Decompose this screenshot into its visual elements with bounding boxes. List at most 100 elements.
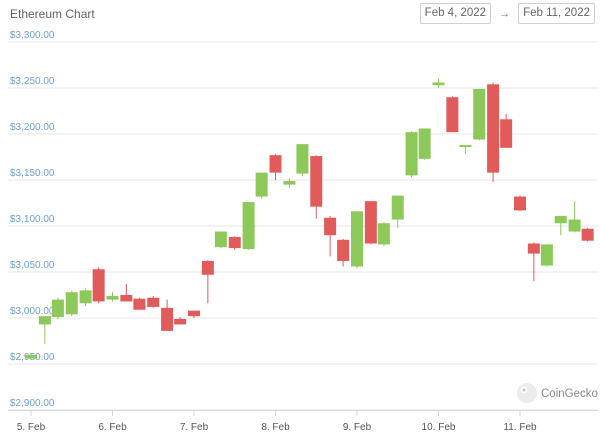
candle-up[interactable] <box>106 292 119 302</box>
candle-up[interactable] <box>38 316 51 344</box>
y-tick-label: $3,050.00 <box>10 260 55 271</box>
candle-down[interactable] <box>500 113 513 148</box>
candle-body <box>324 217 337 236</box>
y-axis: $2,900.00$2,950.00$3,000.00$3,050.00$3,1… <box>10 30 55 409</box>
candle-body <box>377 223 390 245</box>
candle-up[interactable] <box>79 288 92 307</box>
y-tick-label: $2,900.00 <box>10 398 55 409</box>
candle-body <box>432 82 445 86</box>
candle-body <box>255 172 268 197</box>
candle-up[interactable] <box>255 172 268 199</box>
candle-body <box>92 269 105 302</box>
candle-down[interactable] <box>514 195 526 212</box>
candle-body <box>514 196 526 211</box>
candle-up[interactable] <box>51 297 64 319</box>
candle-up[interactable] <box>351 211 363 269</box>
candle-body <box>487 84 500 173</box>
y-tick-label: $3,300.00 <box>10 30 55 41</box>
candle-up[interactable] <box>473 88 486 141</box>
candle-up[interactable] <box>391 195 404 228</box>
x-tick-label: 7. Feb <box>180 422 209 433</box>
candles <box>25 78 594 359</box>
candle-body <box>568 219 581 232</box>
candle-down[interactable] <box>527 242 540 282</box>
candle-down[interactable] <box>487 82 500 182</box>
candle-down[interactable] <box>324 215 337 257</box>
candle-up[interactable] <box>418 128 431 160</box>
candle-up[interactable] <box>25 352 37 359</box>
candle-down[interactable] <box>446 96 459 133</box>
candle-body <box>446 97 459 133</box>
y-tick-label: $3,100.00 <box>10 214 55 225</box>
candle-down[interactable] <box>269 154 282 180</box>
candle-body <box>228 237 241 249</box>
y-tick-label: $3,000.00 <box>10 306 55 317</box>
candle-up[interactable] <box>296 144 309 177</box>
candle-body <box>296 144 309 174</box>
candle-up[interactable] <box>432 78 445 88</box>
candle-body <box>405 132 418 176</box>
candle-up[interactable] <box>540 244 553 267</box>
x-tick-label: 9. Feb <box>343 422 372 433</box>
date-range-picker: Feb 4, 2022 → Feb 11, 2022 <box>419 3 595 24</box>
date-to-field[interactable]: Feb 11, 2022 <box>518 3 595 24</box>
candle-up[interactable] <box>405 131 418 178</box>
candle-body <box>242 202 255 249</box>
x-tick-label: 10. Feb <box>422 422 456 433</box>
candle-body <box>459 145 472 148</box>
candle-down[interactable] <box>161 299 174 331</box>
coingecko-logo-icon <box>517 383 537 403</box>
candle-body <box>540 244 553 266</box>
candle-body <box>147 297 160 307</box>
candle-body <box>473 88 486 140</box>
candle-body <box>214 231 227 248</box>
candle-body <box>201 260 214 275</box>
candle-up[interactable] <box>214 231 227 249</box>
candle-up[interactable] <box>242 202 255 250</box>
date-from-field[interactable]: Feb 4, 2022 <box>419 3 492 24</box>
candle-up[interactable] <box>459 145 472 155</box>
candle-up[interactable] <box>568 201 581 233</box>
coingecko-watermark: CoinGecko <box>517 383 598 403</box>
candle-body <box>106 295 119 300</box>
candle-down[interactable] <box>581 227 594 242</box>
chart-title: Ethereum Chart <box>10 7 95 21</box>
candle-body <box>418 128 431 159</box>
candle-down[interactable] <box>188 310 200 318</box>
y-tick-label: $3,150.00 <box>10 168 55 179</box>
candle-body <box>527 243 540 254</box>
x-tick-label: 6. Feb <box>98 422 127 433</box>
candle-up[interactable] <box>65 290 78 317</box>
candle-body <box>188 310 200 317</box>
candle-up[interactable] <box>554 215 567 236</box>
candle-body <box>38 316 51 325</box>
y-tick-label: $3,250.00 <box>10 76 55 87</box>
candle-body <box>351 211 363 267</box>
candle-body <box>65 292 78 315</box>
candle-body <box>364 201 377 244</box>
candle-up[interactable] <box>377 222 390 247</box>
candle-body <box>120 295 133 302</box>
candle-body <box>337 239 350 261</box>
candle-down[interactable] <box>364 201 377 245</box>
x-tick-label: 11. Feb <box>503 422 537 433</box>
candle-down[interactable] <box>228 236 241 250</box>
candle-body <box>310 156 323 207</box>
y-tick-label: $3,200.00 <box>10 122 55 133</box>
candle-up[interactable] <box>283 178 296 189</box>
candle-body <box>283 180 296 185</box>
candle-down[interactable] <box>201 260 214 304</box>
candle-down[interactable] <box>337 238 350 267</box>
candle-body <box>554 215 567 224</box>
candle-body <box>500 119 513 148</box>
candle-down[interactable] <box>92 267 105 304</box>
candle-body <box>581 228 594 241</box>
candle-down[interactable] <box>133 297 146 310</box>
candle-down[interactable] <box>147 295 160 308</box>
candle-down[interactable] <box>310 155 323 219</box>
candle-body <box>161 307 174 331</box>
candle-down[interactable] <box>120 283 133 302</box>
arrow-right-icon: → <box>499 7 511 20</box>
candle-down[interactable] <box>174 317 187 325</box>
